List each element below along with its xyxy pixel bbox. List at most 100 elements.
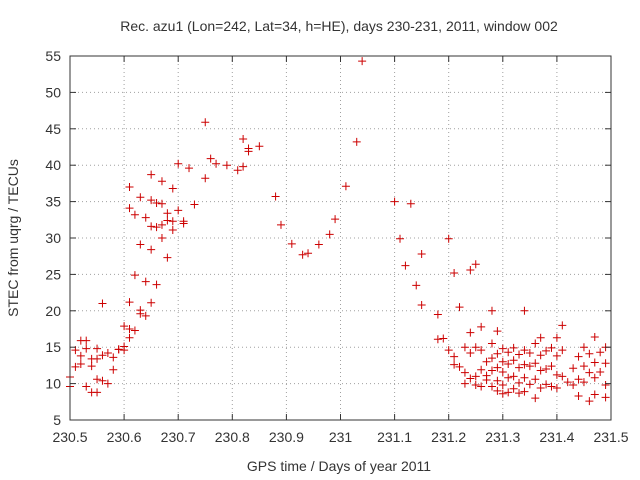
data-point xyxy=(552,370,561,379)
data-point xyxy=(125,333,134,342)
data-point xyxy=(487,366,496,375)
data-point xyxy=(552,351,561,360)
data-point xyxy=(147,196,156,205)
data-point xyxy=(520,306,529,315)
data-point xyxy=(222,161,231,170)
data-point xyxy=(206,154,215,163)
data-point xyxy=(531,375,540,384)
data-point xyxy=(585,397,594,406)
y-tick-label: 30 xyxy=(45,230,61,246)
data-point xyxy=(574,391,583,400)
data-point xyxy=(569,364,578,373)
data-point xyxy=(174,159,183,168)
data-point xyxy=(130,271,139,280)
x-tick-label: 231.5 xyxy=(593,429,628,445)
data-point xyxy=(509,384,518,393)
data-point xyxy=(152,223,161,232)
data-point xyxy=(520,346,529,355)
data-point xyxy=(558,346,567,355)
data-point xyxy=(120,322,129,331)
grid-lines xyxy=(70,56,611,420)
data-point xyxy=(515,378,524,387)
data-point xyxy=(547,343,556,352)
data-point xyxy=(163,253,172,262)
y-tick-label: 20 xyxy=(45,303,61,319)
data-point xyxy=(590,390,599,399)
data-point xyxy=(239,134,248,143)
data-point xyxy=(460,343,469,352)
data-point xyxy=(109,353,118,362)
data-point xyxy=(585,368,594,377)
data-point xyxy=(147,222,156,231)
data-point xyxy=(233,166,242,175)
data-point xyxy=(390,197,399,206)
data-point xyxy=(168,225,177,234)
data-point xyxy=(493,376,502,385)
chart-title: Rec. azu1 (Lon=242, Lat=34, h=HE), days … xyxy=(120,18,558,34)
data-point xyxy=(509,372,518,381)
data-point xyxy=(585,349,594,358)
y-tick-label: 50 xyxy=(45,84,61,100)
data-point xyxy=(482,375,491,384)
data-point xyxy=(82,344,91,353)
data-point xyxy=(396,234,405,243)
data-point xyxy=(157,199,166,208)
data-point xyxy=(341,182,350,191)
data-point xyxy=(147,170,156,179)
data-point xyxy=(82,336,91,345)
x-tick-label: 230.7 xyxy=(161,429,196,445)
data-point xyxy=(136,193,145,202)
data-point xyxy=(114,345,123,354)
data-point xyxy=(163,216,172,225)
data-point xyxy=(590,373,599,382)
x-tick-label: 231.1 xyxy=(377,429,412,445)
data-point xyxy=(487,382,496,391)
y-tick-label: 55 xyxy=(45,48,61,64)
data-point xyxy=(412,281,421,290)
data-point xyxy=(504,388,513,397)
data-point xyxy=(125,298,134,307)
data-point xyxy=(190,200,199,209)
data-point xyxy=(504,373,513,382)
data-point xyxy=(406,199,415,208)
data-point xyxy=(552,383,561,392)
data-point xyxy=(239,162,248,171)
data-point xyxy=(487,354,496,363)
y-tick-label: 35 xyxy=(45,194,61,210)
data-point xyxy=(515,389,524,398)
data-point xyxy=(93,354,102,363)
data-point xyxy=(477,346,486,355)
x-tick-label: 231 xyxy=(329,429,353,445)
data-point xyxy=(201,118,210,127)
data-point xyxy=(82,382,91,391)
data-point xyxy=(563,378,572,387)
data-point xyxy=(255,142,264,151)
data-point xyxy=(130,210,139,219)
data-point xyxy=(439,334,448,343)
data-point xyxy=(304,249,313,258)
data-point xyxy=(466,349,475,358)
data-point xyxy=(417,300,426,309)
x-tick-label: 231.3 xyxy=(485,429,520,445)
data-point xyxy=(433,310,442,319)
y-tick-label: 5 xyxy=(53,412,61,428)
data-point xyxy=(125,204,134,213)
data-point xyxy=(531,394,540,403)
data-point xyxy=(401,261,410,270)
data-point xyxy=(450,360,459,369)
data-point xyxy=(141,213,150,222)
data-point xyxy=(574,375,583,384)
data-point xyxy=(352,137,361,146)
data-point xyxy=(601,359,610,368)
data-point xyxy=(487,306,496,315)
data-point xyxy=(147,298,156,307)
data-point xyxy=(536,383,545,392)
y-tick-label: 10 xyxy=(45,376,61,392)
data-point xyxy=(185,164,194,173)
data-point xyxy=(98,376,107,385)
data-point xyxy=(596,348,605,357)
data-point xyxy=(109,365,118,374)
data-point xyxy=(71,362,80,371)
data-point xyxy=(520,360,529,369)
data-point xyxy=(520,387,529,396)
